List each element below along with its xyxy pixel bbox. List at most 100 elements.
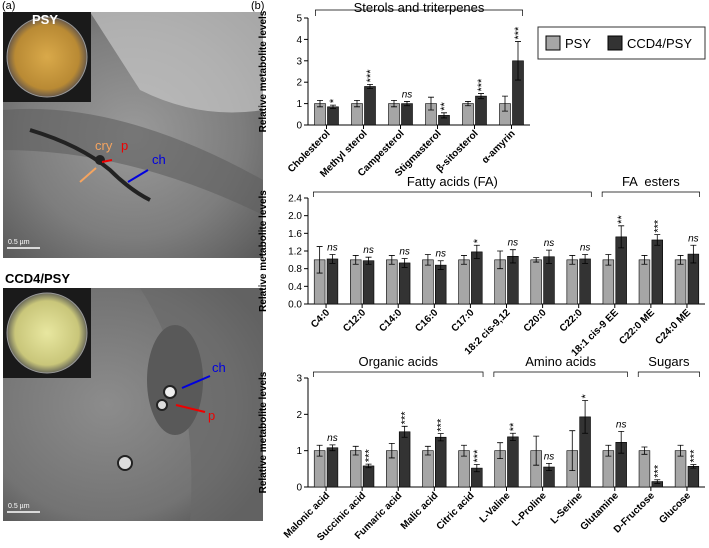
error-bar [460, 444, 467, 457]
significance-label: *** [476, 78, 488, 92]
y-axis-label: Relative metabolite levels [258, 371, 269, 493]
error-bar [388, 255, 395, 265]
error-bar [354, 99, 360, 108]
bar [579, 258, 591, 305]
annotation: p [121, 138, 128, 153]
bar [687, 465, 700, 488]
bar [471, 251, 483, 305]
significance-label: * [580, 394, 592, 399]
x-tick-label: C16:0 [413, 307, 440, 334]
error-bar [404, 101, 410, 107]
error-bar [605, 254, 612, 266]
y-tick-label: 2 [296, 410, 302, 421]
significance-label: *** [472, 449, 484, 463]
error-bar [437, 260, 444, 270]
error-bar [502, 95, 508, 112]
bar [674, 259, 687, 305]
x-tick-label: Malic acid [399, 490, 441, 532]
bar [435, 436, 447, 488]
error-bar [329, 254, 336, 264]
significance-label: ns [616, 419, 627, 430]
error-bar [424, 254, 431, 266]
error-bar [654, 479, 661, 484]
error-bar [473, 464, 480, 473]
bar [543, 256, 555, 305]
chart-title: Sterols and triterpenes [354, 0, 485, 15]
plastoglobule [117, 455, 133, 471]
annotation: p [208, 408, 215, 423]
error-bar [533, 257, 540, 263]
x-tick-label: C22:0 ME [617, 307, 657, 347]
error-bar [437, 433, 444, 442]
error-bar [316, 246, 323, 274]
bar [530, 259, 542, 305]
plastoglobule [95, 155, 105, 165]
bar [398, 431, 411, 488]
micrograph-membrane [29, 128, 151, 202]
y-tick-label: 0.4 [288, 282, 302, 293]
bar [507, 255, 519, 305]
annotation: cry [95, 138, 113, 153]
error-bar [465, 101, 471, 107]
error-bar [330, 104, 336, 109]
significance-label: ** [616, 215, 628, 224]
error-bar [690, 244, 697, 264]
error-bar [618, 225, 625, 249]
x-tick-label: L-Proline [510, 490, 549, 529]
y-tick-label: 2.4 [288, 194, 302, 205]
error-bar [428, 96, 434, 111]
significance-label: ns [363, 245, 374, 256]
error-bar [424, 445, 431, 456]
y-tick-label: 2.0 [288, 211, 302, 222]
significance-label: ns [327, 243, 338, 254]
significance-label: *** [513, 26, 525, 40]
error-bar [365, 256, 372, 265]
error-bar [546, 249, 553, 264]
chloroplast [147, 325, 203, 435]
significance-label: *** [688, 449, 700, 463]
error-bar [352, 255, 359, 265]
plastoglobule [163, 385, 177, 399]
y-tick-label: 1.6 [288, 229, 302, 240]
error-bar [391, 99, 397, 108]
bar [638, 450, 651, 488]
x-tick-label: C20:0 [522, 307, 549, 334]
y-tick-label: 0 [296, 483, 302, 494]
group-label: Amino acids [525, 354, 596, 369]
x-tick-label: Glucose [657, 490, 693, 526]
significance-label: ns [508, 238, 519, 249]
bar [602, 259, 615, 305]
significance-label: *** [436, 418, 448, 432]
x-tick-label: α-amyrin [480, 128, 518, 166]
bar [362, 260, 375, 305]
error-bar [605, 444, 612, 457]
error-bar [509, 432, 516, 441]
error-bar [441, 112, 447, 119]
bar [398, 262, 411, 305]
bar [566, 259, 578, 305]
error-bar [509, 249, 516, 264]
group-bracket [601, 191, 700, 197]
bar [362, 465, 375, 488]
significance-label: * [328, 98, 340, 103]
micrograph-region [90, 12, 263, 113]
legend-swatch [607, 35, 623, 51]
error-bar [641, 255, 648, 265]
group-bracket [313, 371, 484, 377]
y-tick-label: 3 [296, 374, 302, 385]
group-bracket [315, 9, 523, 16]
bar [327, 106, 339, 126]
group-label: Sugars [648, 354, 690, 369]
image-label: PSY [32, 12, 58, 27]
arrow [101, 159, 113, 163]
significance-label: ns [435, 249, 446, 260]
scale-bar-label: 0.5 µm [8, 503, 30, 510]
significance-label: ns [544, 451, 555, 462]
bar [422, 450, 434, 488]
legend-label: PSY [565, 36, 591, 51]
error-bar [365, 463, 372, 469]
significance-label: ** [508, 422, 520, 431]
petri-dish [6, 16, 88, 98]
